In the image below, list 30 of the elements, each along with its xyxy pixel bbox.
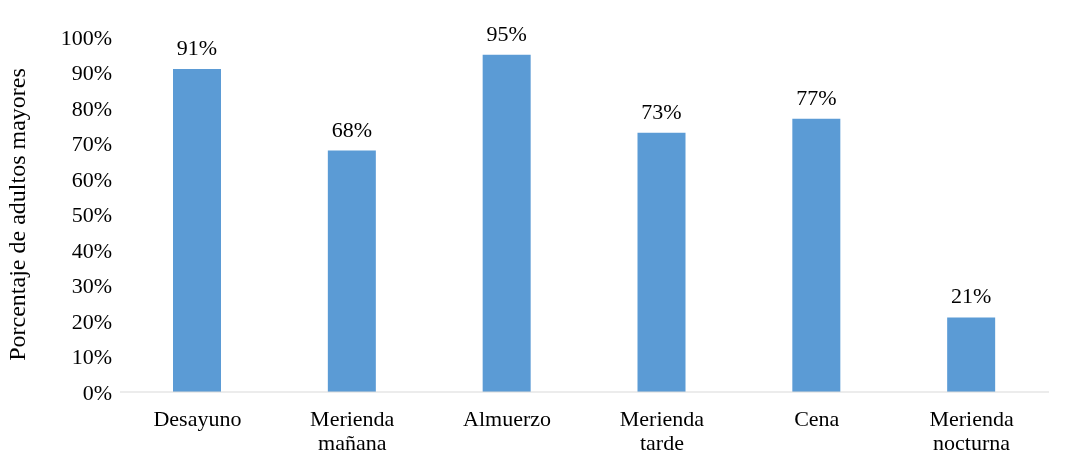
x-tick-label: Merienda mañana <box>310 406 395 455</box>
x-tick-label: Cena <box>794 406 840 431</box>
bar <box>482 54 531 392</box>
x-tick-label: Desayuno <box>153 406 242 431</box>
y-tick-label: 90% <box>71 60 112 86</box>
y-tick-label: 20% <box>71 308 112 334</box>
y-tick-label: 80% <box>71 95 112 121</box>
bar <box>327 150 376 392</box>
data-label: 95% <box>486 20 527 46</box>
bar <box>792 118 841 392</box>
data-label: 91% <box>176 34 218 60</box>
y-axis-title: Porcentaje de adultos mayores <box>3 68 30 361</box>
y-tick-label: 70% <box>71 131 112 157</box>
x-tick-label: Almuerzo <box>463 406 552 431</box>
bar <box>947 317 996 392</box>
y-tick-label: 100% <box>60 24 112 50</box>
data-label: 77% <box>796 84 837 110</box>
data-label: 73% <box>641 98 682 124</box>
y-tick-label: 30% <box>71 273 112 299</box>
x-tick-label: Merienda tarde <box>619 406 705 455</box>
y-tick-label: 50% <box>71 202 112 228</box>
y-tick-label: 60% <box>71 166 112 192</box>
bar <box>173 68 221 392</box>
y-tick-label: 10% <box>71 344 112 370</box>
y-tick-label: 0% <box>82 379 112 405</box>
data-label: 68% <box>331 116 372 142</box>
bar <box>637 132 686 392</box>
x-tick-label: Merienda nocturna <box>929 406 1014 455</box>
data-label: 21% <box>951 283 992 309</box>
y-tick-label: 40% <box>71 237 112 263</box>
